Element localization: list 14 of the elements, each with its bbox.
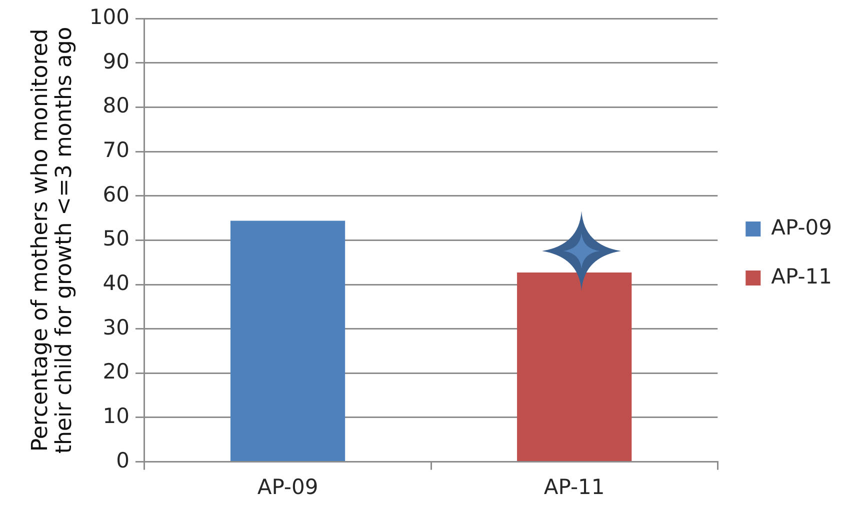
y-tick-label: 20: [102, 360, 130, 384]
y-tick-label: 40: [102, 270, 130, 295]
y-tick-label: 90: [102, 49, 130, 74]
y-tick-label: 50: [102, 226, 130, 251]
y-tick-label: 10: [102, 404, 130, 428]
y-tick-label: 0: [116, 448, 130, 472]
y-tick-label: 100: [89, 5, 130, 30]
legend-label: AP-11: [771, 264, 832, 288]
y-tick-label: 80: [102, 94, 130, 118]
y-axis-title: Percentage of mothers who monitored their child for growth <=3 months ago: [28, 26, 78, 454]
legend-label: AP-09: [771, 215, 832, 240]
y-tick-label: 70: [102, 138, 130, 162]
y-tick-label: 60: [102, 182, 130, 206]
y-tick-label: 30: [102, 315, 130, 340]
